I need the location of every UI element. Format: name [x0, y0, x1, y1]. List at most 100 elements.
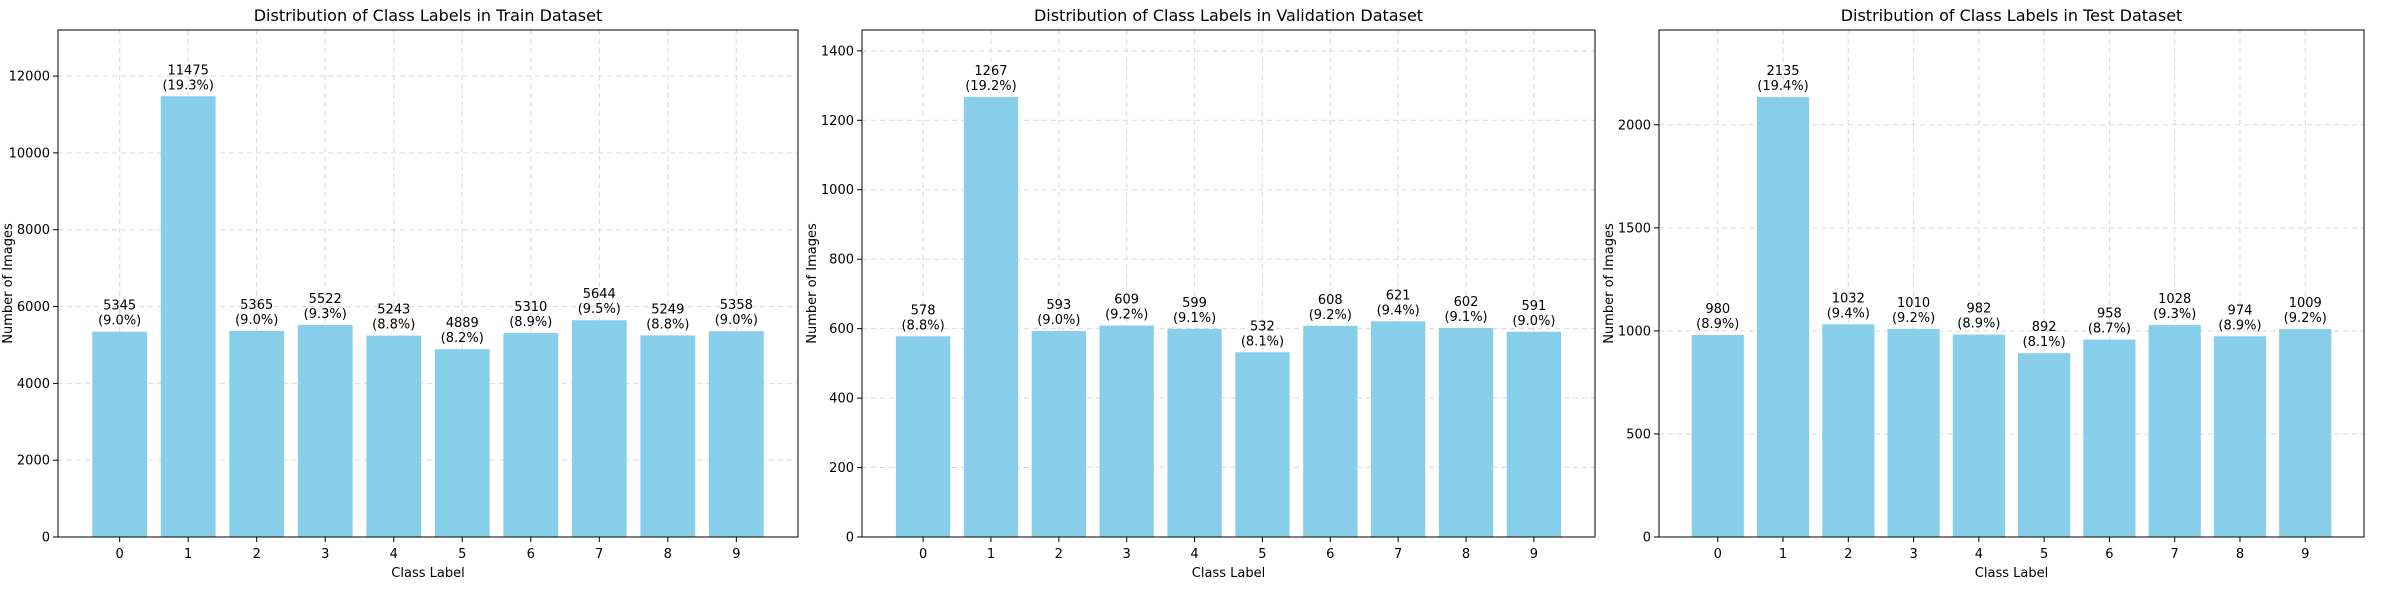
y-tick-label: 8000 — [17, 223, 50, 238]
x-tick-label: 3 — [321, 547, 329, 562]
bar-percent-label: (9.0%) — [715, 313, 758, 328]
bar-value-label: 532 — [1250, 319, 1275, 334]
bar — [571, 320, 627, 537]
x-axis-label: Class Label — [391, 566, 464, 581]
chart-panel-0: 5345(9.0%)11475(19.3%)5365(9.0%)5522(9.3… — [1, 6, 799, 581]
bar-percent-label: (8.1%) — [1241, 334, 1284, 349]
chart-panel-2: 980(8.9%)2135(19.4%)1032(9.4%)1010(9.2%)… — [1602, 6, 2365, 581]
y-tick-label: 1500 — [1618, 221, 1651, 236]
bar-value-label: 4889 — [446, 316, 479, 331]
bar-value-label: 5365 — [240, 298, 273, 313]
bar-value-label: 5345 — [103, 299, 136, 314]
bar — [160, 96, 216, 538]
bar — [1438, 327, 1494, 537]
bar-value-label: 5310 — [514, 300, 547, 315]
y-tick-label: 0 — [42, 531, 50, 546]
x-tick-label: 9 — [1530, 547, 1538, 562]
y-axis-label: Number of Images — [1602, 223, 1617, 344]
bar-value-label: 621 — [1386, 288, 1411, 303]
bar-value-label: 982 — [1966, 302, 1991, 317]
y-tick-label: 800 — [829, 253, 854, 268]
bar-percent-label: (9.2%) — [1892, 311, 1935, 326]
bar-percent-label: (19.2%) — [965, 79, 1016, 94]
bar-percent-label: (9.0%) — [98, 314, 141, 329]
bar-value-label: 5644 — [583, 287, 616, 302]
bar — [503, 333, 559, 537]
bar-percent-label: (9.2%) — [1309, 308, 1352, 323]
x-tick-label: 5 — [458, 547, 466, 562]
bar-percent-label: (8.9%) — [2218, 318, 2261, 333]
x-tick-label: 7 — [2171, 547, 2179, 562]
bar-value-label: 2135 — [1766, 64, 1799, 79]
bar-percent-label: (9.3%) — [304, 307, 347, 322]
chart-title: Distribution of Class Labels in Validati… — [1034, 6, 1423, 25]
x-tick-label: 1 — [1779, 547, 1787, 562]
y-tick-label: 600 — [829, 322, 854, 337]
bar-value-label: 5249 — [651, 302, 684, 317]
bar-percent-label: (9.1%) — [1173, 311, 1216, 326]
bar-value-label: 1267 — [974, 64, 1007, 79]
axes-frame — [57, 29, 799, 538]
bar-value-label: 980 — [1705, 302, 1730, 317]
bar-value-label: 1010 — [1897, 296, 1930, 311]
y-tick-label: 1400 — [821, 44, 854, 59]
bar-percent-label: (8.7%) — [2088, 322, 2131, 337]
bar — [895, 336, 951, 537]
bar — [1099, 325, 1154, 537]
bar-percent-label: (8.8%) — [901, 318, 944, 333]
bar-value-label: 1032 — [1832, 291, 1865, 306]
bar-percent-label: (8.1%) — [2023, 335, 2066, 350]
bar-value-label: 608 — [1318, 293, 1343, 308]
y-tick-label: 0 — [1643, 531, 1651, 546]
bar — [2148, 325, 2201, 537]
y-tick-label: 10000 — [9, 146, 50, 161]
bar — [640, 335, 696, 537]
x-tick-label: 6 — [527, 547, 535, 562]
bar — [1371, 321, 1426, 537]
x-tick-label: 7 — [595, 547, 603, 562]
y-tick-label: 400 — [829, 392, 854, 407]
x-tick-label: 2 — [253, 547, 261, 562]
y-tick-label: 2000 — [1618, 118, 1651, 133]
bar-percent-label: (9.3%) — [2153, 307, 2196, 322]
x-tick-label: 2 — [1055, 547, 1063, 562]
x-axis-label: Class Label — [1192, 566, 1265, 581]
bar — [708, 331, 764, 537]
bar-value-label: 5522 — [309, 292, 342, 307]
bar-percent-label: (9.4%) — [1377, 303, 1420, 318]
bar-value-label: 593 — [1046, 298, 1071, 313]
bar-percent-label: (9.2%) — [1105, 308, 1148, 323]
x-tick-label: 0 — [919, 547, 927, 562]
y-tick-label: 1200 — [821, 114, 854, 129]
x-tick-label: 3 — [1123, 547, 1131, 562]
bar — [1303, 325, 1358, 537]
bar-value-label: 11475 — [168, 63, 209, 78]
bar-percent-label: (9.5%) — [578, 302, 621, 317]
y-tick-label: 4000 — [17, 377, 50, 392]
x-tick-label: 4 — [1190, 547, 1198, 562]
x-tick-label: 7 — [1394, 547, 1402, 562]
bar — [1031, 331, 1086, 537]
y-tick-label: 2000 — [17, 454, 50, 469]
x-tick-label: 6 — [2105, 547, 2113, 562]
x-tick-label: 0 — [116, 547, 124, 562]
bar-value-label: 5358 — [720, 298, 753, 313]
x-tick-label: 9 — [732, 547, 740, 562]
bar-value-label: 602 — [1454, 295, 1479, 310]
y-tick-label: 0 — [846, 531, 854, 546]
bar — [92, 331, 148, 537]
chart-title: Distribution of Class Labels in Test Dat… — [1841, 6, 2183, 25]
y-tick-label: 200 — [829, 461, 854, 476]
bar — [434, 349, 490, 537]
axes-frame — [861, 29, 1596, 538]
x-tick-label: 0 — [1714, 547, 1722, 562]
bar — [2213, 336, 2267, 537]
x-tick-label: 8 — [2236, 547, 2244, 562]
y-tick-label: 1000 — [821, 183, 854, 198]
bar — [1691, 335, 1744, 537]
bar-value-label: 974 — [2228, 303, 2253, 318]
x-tick-label: 5 — [1258, 547, 1266, 562]
bar-value-label: 958 — [2097, 307, 2122, 322]
bar — [229, 330, 285, 537]
